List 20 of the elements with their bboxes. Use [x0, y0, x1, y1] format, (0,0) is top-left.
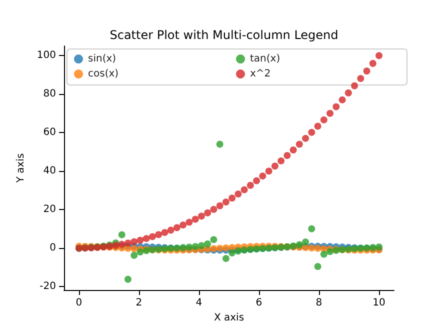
legend-label: sin(x): [88, 54, 116, 64]
legend-label: tan(x): [250, 54, 280, 64]
x-axis-title: X axis: [214, 312, 244, 324]
x-tick-label: 8: [316, 298, 322, 308]
y-tick-label: 20: [43, 204, 56, 216]
x-tick-label: 10: [372, 298, 386, 308]
x-tick-label: 0: [76, 298, 82, 308]
y-tick-label: 40: [43, 166, 56, 177]
y-tick-label: -20: [40, 281, 56, 292]
chart-title: Scatter Plot with Multi-column Legend: [110, 28, 338, 42]
y-tick-label: 100: [36, 50, 56, 62]
x-tick-label: 4: [196, 298, 202, 308]
x-tick-label: 2: [136, 298, 142, 308]
y-tick-label: 60: [43, 127, 56, 138]
x-tick-label: 6: [256, 298, 262, 308]
y-tick-label: 0: [50, 242, 56, 254]
y-axis-title: Y axis: [16, 153, 26, 184]
legend-label: cos(x): [88, 68, 119, 80]
legend-label: x^2: [250, 68, 271, 80]
y-tick-label: 80: [43, 88, 56, 100]
